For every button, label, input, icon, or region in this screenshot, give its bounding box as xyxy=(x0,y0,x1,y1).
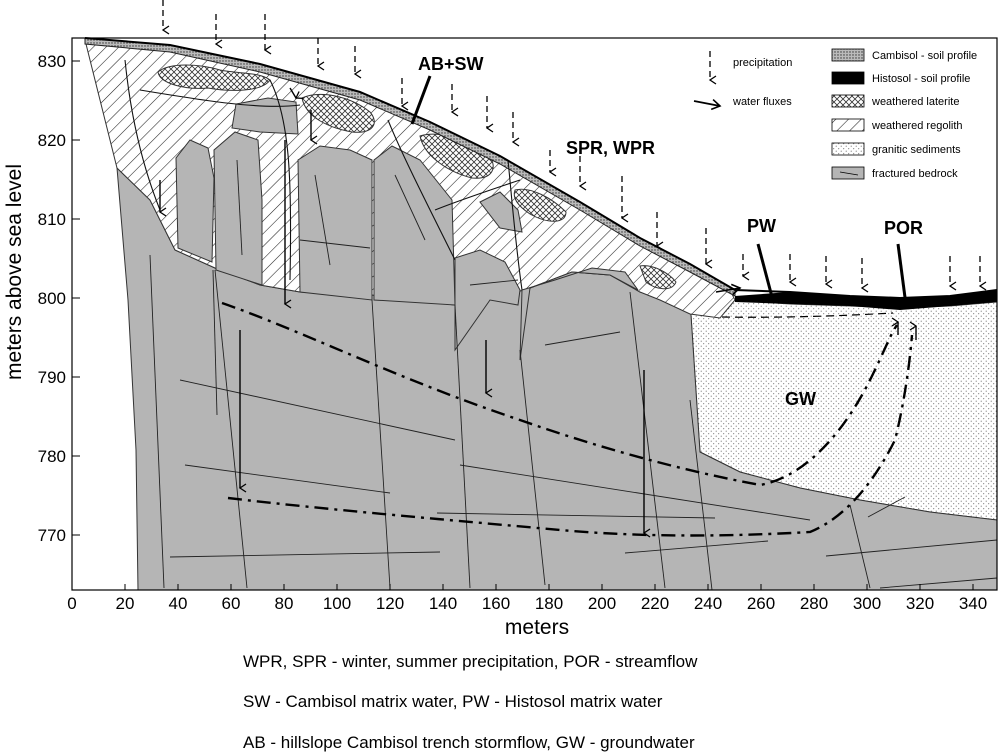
x-tick-label: 120 xyxy=(376,594,404,613)
label-ab-sw: AB+SW xyxy=(418,54,484,74)
plot-frame xyxy=(71,37,998,591)
x-tick-label: 300 xyxy=(853,594,881,613)
legend-laterite: weathered laterite xyxy=(871,96,959,108)
legend: precipitation water fluxes Cambisol - so… xyxy=(693,48,977,180)
legend-granitic: granitic sediments xyxy=(872,144,961,156)
y-tick-labels: 830 820 810 800 790 780 770 xyxy=(38,52,66,545)
x-tick-label: 80 xyxy=(275,594,294,613)
y-tick-label: 810 xyxy=(38,210,66,229)
caption-line-2: SW - Cambisol matrix water, PW - Histoso… xyxy=(243,692,663,711)
x-tick-label: 180 xyxy=(535,594,563,613)
x-tick-label: 220 xyxy=(641,594,669,613)
bedrock-fractures xyxy=(149,159,997,590)
diagram-labels: AB+SW SPR, WPR PW POR GW xyxy=(418,54,923,409)
x-tick-label: 200 xyxy=(588,594,616,613)
histosol-swatch xyxy=(831,71,865,85)
y-tick-label: 820 xyxy=(38,131,66,150)
histosol-soil-strip xyxy=(735,290,997,310)
x-tick-label: 60 xyxy=(222,594,241,613)
label-pw: PW xyxy=(747,216,776,236)
legend-water-fluxes: water fluxes xyxy=(732,96,792,108)
y-tick-label: 780 xyxy=(38,447,66,466)
water-flux-legend-symbol xyxy=(693,98,722,111)
caption-line-1: WPR, SPR - winter, summer precipitation,… xyxy=(243,652,698,671)
x-tick-label: 40 xyxy=(169,594,188,613)
legend-regolith: weathered regolith xyxy=(871,120,963,132)
legend-bedrock: fractured bedrock xyxy=(872,168,958,180)
cambisol-swatch xyxy=(831,48,865,62)
water-flux-arrows xyxy=(158,87,918,538)
y-tick-label: 800 xyxy=(38,289,66,308)
y-tick-label: 770 xyxy=(38,526,66,545)
x-tick-label: 340 xyxy=(959,594,987,613)
groundwater-table-lines xyxy=(221,301,914,537)
granitic-swatch xyxy=(831,142,865,156)
bedrock-corestones xyxy=(175,97,639,361)
x-axis-title: meters xyxy=(505,616,569,639)
x-tick-label: 240 xyxy=(694,594,722,613)
weathered-laterite-lenses xyxy=(157,64,677,290)
x-tick-label: 320 xyxy=(906,594,934,613)
legend-histosol: Histosol - soil profile xyxy=(872,73,970,85)
x-tick-label: 20 xyxy=(116,594,135,613)
x-tick-label: 160 xyxy=(482,594,510,613)
x-tick-labels: 0 20 40 60 80 100 120 140 160 180 200 22… xyxy=(67,594,987,613)
x-tick-label: 280 xyxy=(800,594,828,613)
x-tick-label: 140 xyxy=(429,594,457,613)
caption-line-3: AB - hillslope Cambisol trench stormflow… xyxy=(243,733,695,752)
label-por: POR xyxy=(884,218,923,238)
y-tick-label: 790 xyxy=(38,368,66,387)
label-gw: GW xyxy=(785,389,816,409)
label-pointers xyxy=(410,75,908,306)
precipitation-arrows xyxy=(161,0,987,293)
laterite-swatch xyxy=(831,94,865,108)
y-tick-label: 830 xyxy=(38,52,66,71)
x-tick-label: 0 xyxy=(67,594,76,613)
regolith-fractures xyxy=(124,59,523,291)
ground-surface xyxy=(84,37,998,300)
x-axis-ticks xyxy=(71,584,974,590)
regolith-swatch xyxy=(831,118,865,132)
label-spr-wpr: SPR, WPR xyxy=(566,138,655,158)
y-axis-title: meters above sea level xyxy=(3,164,26,380)
cross-section-layers xyxy=(84,38,997,590)
legend-cambisol: Cambisol - soil profile xyxy=(872,50,977,62)
x-tick-label: 100 xyxy=(323,594,351,613)
bedrock-swatch-fracture xyxy=(839,171,859,176)
x-tick-label: 260 xyxy=(747,594,775,613)
y-axis-ticks xyxy=(72,60,80,536)
legend-precipitation: precipitation xyxy=(733,57,792,69)
